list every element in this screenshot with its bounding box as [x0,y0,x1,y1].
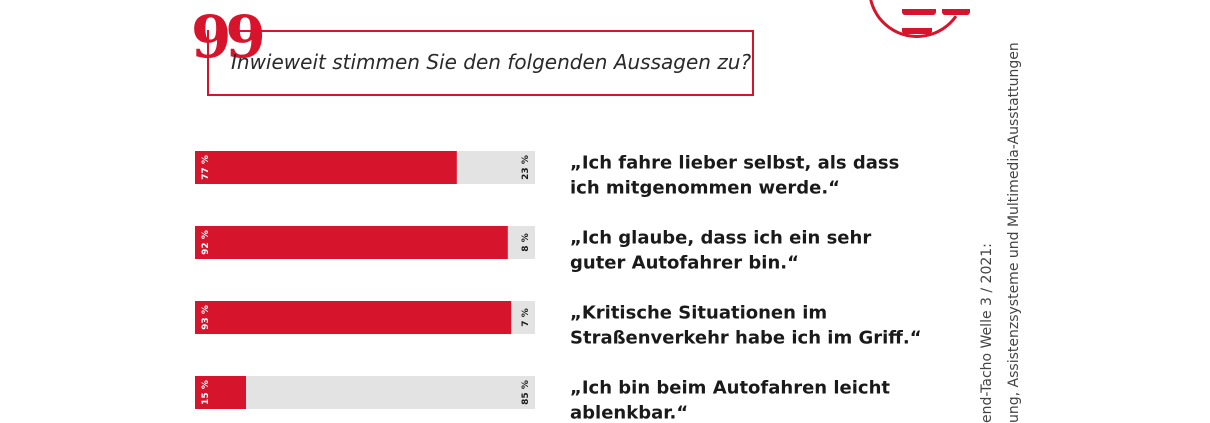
logo-fragment [902,0,1010,34]
question-text: Inwieweit stimmen Sie den folgenden Auss… [231,50,752,74]
quote-icon: 99 [191,3,266,71]
bar-agree-2 [195,226,508,259]
bar-rest-label-4: 85 % [521,380,531,405]
bar-agree-label-4: 15 % [201,380,211,405]
source-note: end-Tacho Welle 3 / 2021: ung, Assistenz… [940,40,1040,423]
statement-2-line-1: „Ich glaube, dass ich ein sehr [570,228,871,249]
statement-1-line-2: ich mitgenommen werde.“ [570,178,840,199]
bar-agree-label-2: 92 % [201,230,211,255]
bar-agree-label-3: 93 % [201,305,211,330]
bar-rest-label-3: 7 % [521,308,531,326]
bar-agree-label-1: 77 % [201,155,211,180]
bar-rest-label-1: 23 % [521,155,531,180]
bar-agree-4 [195,376,246,409]
source-line-2: ung, Assistenzsysteme und Multimedia-Aus… [1006,42,1022,423]
statement-3-line-1: „Kritische Situationen im [570,303,827,324]
bar-rest-4 [195,376,535,409]
statement-1-line-1: „Ich fahre lieber selbst, als dass [570,153,899,174]
statement-3-line-2: Straßenverkehr habe ich im Griff.“ [570,328,922,349]
statement-4-line-2: ablenkbar.“ [570,403,688,423]
bar-agree-3 [195,301,512,334]
bar-rest-label-2: 8 % [521,233,531,251]
statement-2-line-2: guter Autofahrer bin.“ [570,253,799,274]
bar-agree-1 [195,151,457,184]
source-line-1: end-Tacho Welle 3 / 2021: [979,243,995,423]
question-box: Inwieweit stimmen Sie den folgenden Auss… [207,30,754,96]
statement-4-line-1: „Ich bin beim Autofahren leicht [570,378,890,399]
question-box-top-line [237,30,754,32]
